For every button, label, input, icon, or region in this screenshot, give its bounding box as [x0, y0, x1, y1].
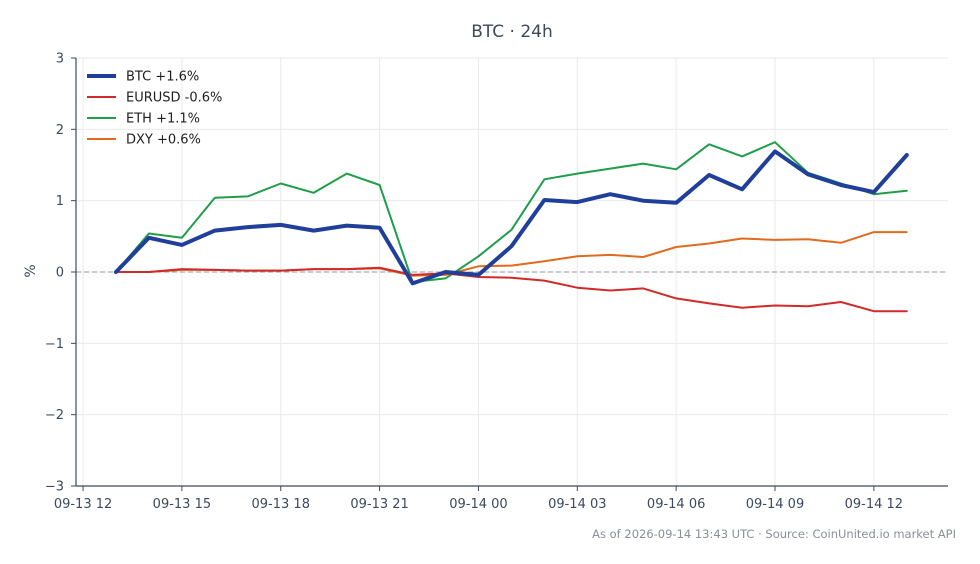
y-tick-label: 0: [56, 266, 64, 281]
x-tick-label: 09-13 12: [54, 497, 112, 512]
y-tick-label: −3: [45, 480, 64, 495]
y-tick-label: −2: [45, 408, 64, 423]
x-tick-labels: 09-13 12 09-13 15 09-13 18 09-13 21 09-14 00…: [54, 486, 903, 512]
series-line: [115, 266, 908, 313]
x-tick-label: 09-14 06: [647, 497, 705, 512]
y-tick-labels: −3 −2 −1 0 1 2 3: [45, 52, 76, 495]
source-footer: As of 2026-09-14 13:43 UTC · Source: Coi…: [592, 527, 956, 541]
y-tick-label: 2: [56, 123, 64, 138]
legend-label: DXY +0.6%: [126, 133, 201, 148]
x-tick-label: 09-14 12: [845, 497, 903, 512]
x-tick-label: 09-14 03: [548, 497, 606, 512]
series-line: [115, 231, 908, 277]
x-tick-label: 09-14 00: [449, 497, 507, 512]
series-line: [114, 149, 909, 286]
legend-label: BTC +1.6%: [126, 70, 199, 85]
x-tick-label: 09-14 09: [746, 497, 804, 512]
y-tick-label: 3: [56, 52, 64, 67]
y-tick-label: 1: [56, 194, 64, 209]
chart-title: BTC · 24h: [471, 22, 553, 42]
legend: BTC +1.6% EURUSD -0.6% ETH +1.1% DXY +0.6%: [87, 70, 222, 148]
series-lines: [114, 141, 909, 313]
y-tick-label: −1: [45, 337, 64, 352]
x-tick-label: 09-13 15: [153, 497, 211, 512]
legend-label: ETH +1.1%: [126, 112, 200, 127]
series-line: [115, 141, 908, 283]
y-axis-label: %: [23, 264, 39, 277]
x-tick-label: 09-13 21: [350, 497, 408, 512]
legend-label: EURUSD -0.6%: [126, 91, 222, 106]
x-tick-label: 09-13 18: [252, 497, 310, 512]
